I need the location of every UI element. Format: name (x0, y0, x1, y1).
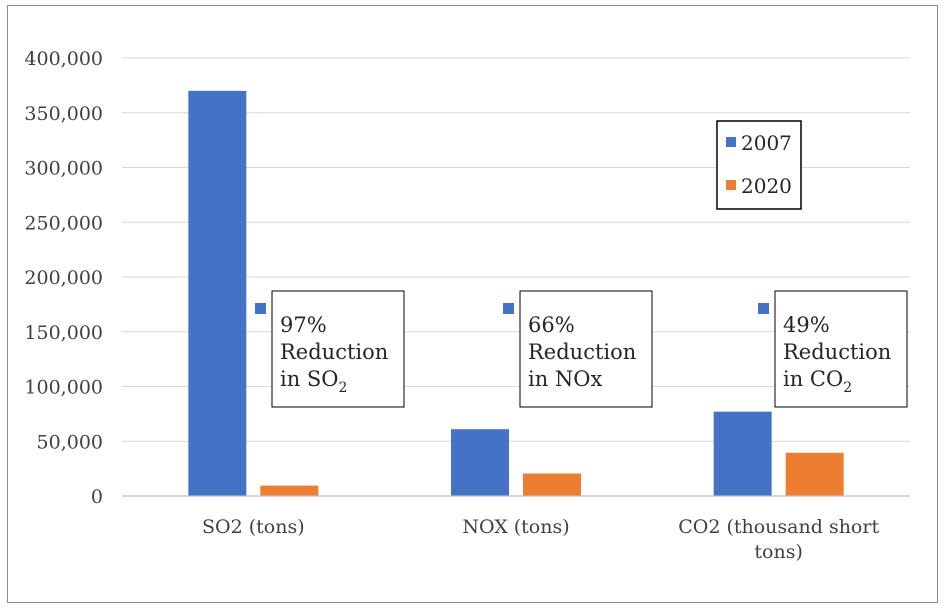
bar-2007-0 (188, 90, 247, 496)
annotation-marker (503, 303, 514, 314)
y-tick-label: 150,000 (24, 322, 103, 344)
annotation-box (519, 290, 653, 408)
y-tick-label: 100,000 (24, 377, 103, 399)
y-tick-label: 300,000 (24, 158, 103, 180)
annotation-line: 66% (528, 313, 575, 337)
annotation-box (774, 290, 908, 408)
bar-2007-2 (713, 411, 772, 496)
annotation-2: 49% Reduction in CO2 (758, 290, 908, 408)
y-axis: 0 50,000 100,000 150,000 200,000 250,000 300,0… (24, 48, 103, 508)
y-tick-label: 400,000 (24, 48, 103, 70)
y-tick-label: 50,000 (37, 431, 103, 453)
y-tick-label: 200,000 (24, 267, 103, 289)
annotation-line: Reduction (280, 340, 388, 364)
y-tick-label: 250,000 (24, 212, 103, 234)
legend: 2007 2020 (716, 120, 802, 210)
legend-label-2020: 2020 (741, 174, 792, 198)
x-tick-label: CO2 (thousand short tons) (678, 516, 879, 563)
annotation-line: in NOx (528, 367, 603, 391)
legend-box (716, 120, 802, 210)
bar-2007-1 (451, 429, 509, 496)
annotations: 97% Reduction in SO2 66% Reduction in NOx 49% R… (255, 290, 908, 408)
legend-swatch-2020 (726, 180, 736, 190)
legend-swatch-2007 (726, 137, 736, 147)
annotation-line: in SO2 (280, 367, 347, 396)
bar-2020-1 (523, 473, 581, 496)
annotation-line: 97% (280, 313, 327, 337)
bars (188, 90, 844, 496)
annotation-line: 49% (783, 313, 830, 337)
annotation-box (271, 290, 405, 408)
y-tick-label: 0 (91, 486, 103, 508)
annotation-line: Reduction (528, 340, 636, 364)
y-tick-label: 350,000 (24, 103, 103, 125)
legend-label-2007: 2007 (741, 131, 792, 155)
x-tick-label: SO2 (tons) (202, 516, 305, 538)
x-axis: SO2 (tons) NOX (tons) CO2 (thousand short t… (122, 495, 910, 563)
annotation-line: Reduction (783, 340, 891, 364)
annotation-1: 66% Reduction in NOx (503, 290, 653, 408)
annotation-0: 97% Reduction in SO2 (255, 290, 405, 408)
bar-2020-2 (785, 452, 844, 496)
x-tick-label: NOX (tons) (462, 516, 569, 538)
annotation-line: in CO2 (783, 367, 852, 396)
bar-2020-0 (260, 485, 319, 496)
annotation-marker (255, 303, 266, 314)
annotation-marker (758, 303, 769, 314)
